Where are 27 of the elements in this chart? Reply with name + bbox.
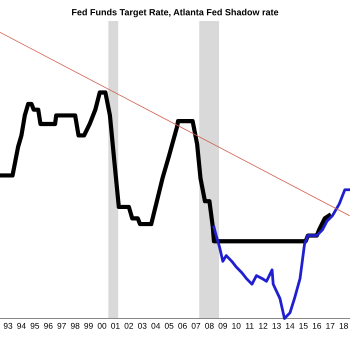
- x-tick-label: 96: [44, 322, 53, 329]
- x-tick-label: 00: [98, 322, 106, 329]
- chart-title: Fed Funds Target Rate, Atlanta Fed Shadow rate: [72, 8, 278, 18]
- x-tick-label: 07: [192, 322, 200, 329]
- x-tick-label: 06: [178, 322, 187, 329]
- x-tick-label: 97: [57, 322, 66, 329]
- x-tick-label: 18: [340, 322, 348, 329]
- x-tick-label: 93: [4, 322, 12, 329]
- x-tick-label: 03: [138, 322, 147, 329]
- x-tick-label: 09: [218, 322, 228, 329]
- x-tick-label: 95: [30, 322, 40, 329]
- x-tick-label: 16: [312, 322, 322, 329]
- x-tick-label: 11: [246, 322, 254, 329]
- x-tick-label: 02: [124, 322, 134, 329]
- x-tick-label: 08: [205, 322, 214, 329]
- x-tick-label: 14: [286, 322, 294, 329]
- x-tick-label: 04: [151, 322, 160, 329]
- x-tick-label: 17: [326, 322, 334, 329]
- x-tick-label: 15: [299, 322, 308, 329]
- x-tick-label: 01: [111, 322, 120, 329]
- x-tick-label: 12: [259, 322, 268, 329]
- x-tick-label: 94: [17, 322, 26, 329]
- x-tick-label: 10: [232, 322, 241, 329]
- x-tick-label: 99: [84, 322, 93, 329]
- x-tick-label: 98: [70, 322, 80, 329]
- x-tick-label: 05: [164, 322, 174, 329]
- x-tick-label: 13: [272, 322, 281, 329]
